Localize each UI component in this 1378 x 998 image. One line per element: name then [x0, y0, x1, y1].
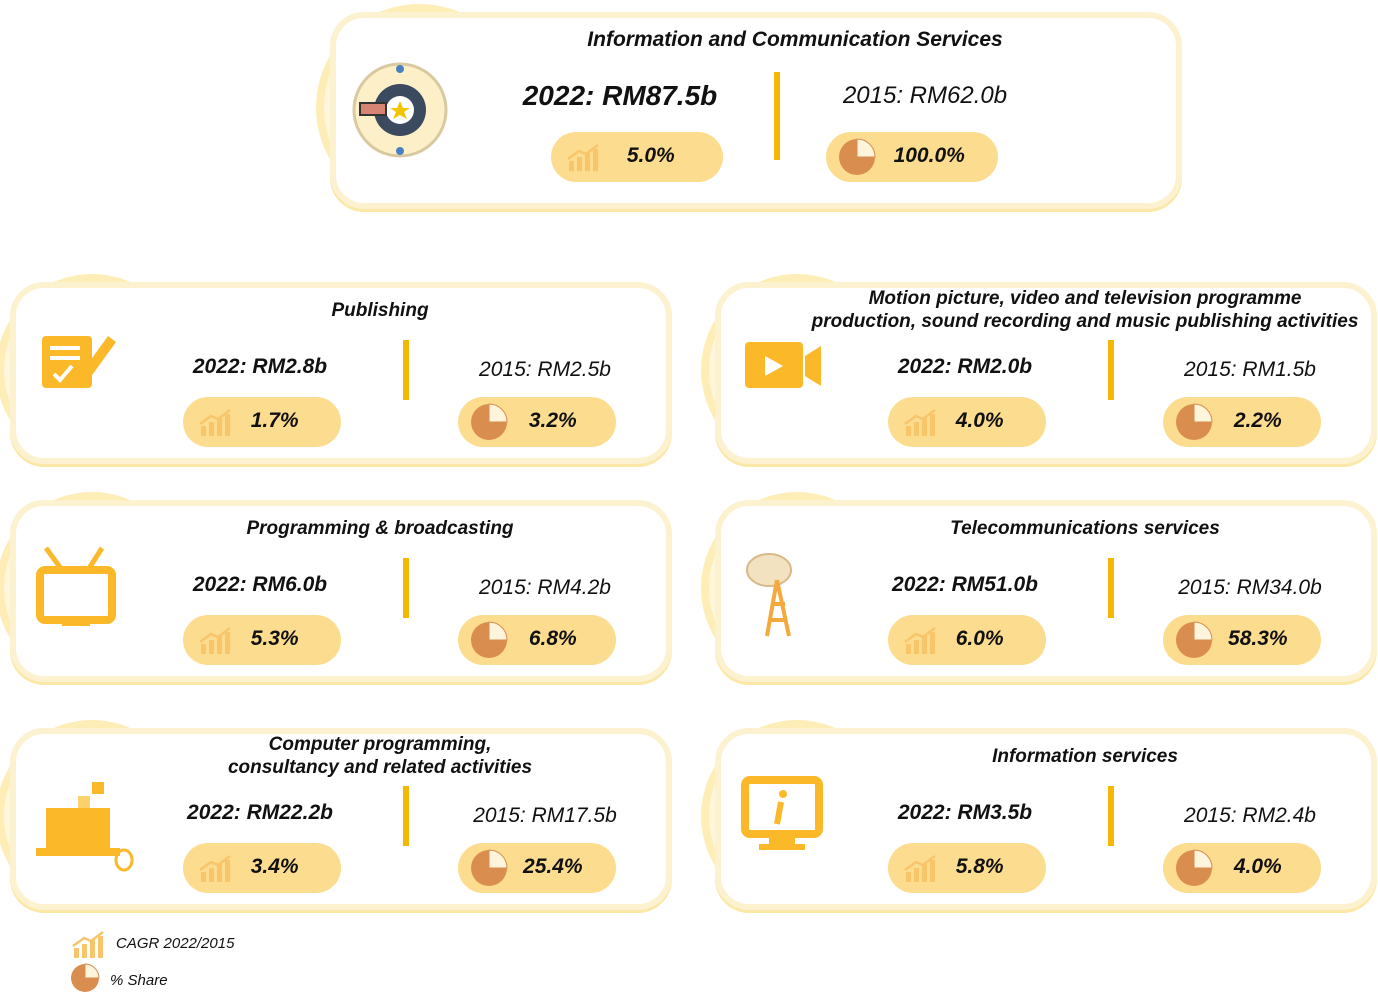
sector-icon	[32, 322, 142, 432]
share-icon-svg	[1175, 849, 1213, 887]
value-2015: 2015: RM2.5b	[479, 358, 611, 382]
cagr-value: 6.0%	[956, 627, 1004, 651]
cagr-value: 5.8%	[956, 855, 1004, 879]
cagr-icon-svg	[904, 854, 938, 882]
card-title: production, sound recording and music pu…	[812, 311, 1359, 333]
sector-icon	[32, 540, 142, 650]
divider	[1108, 340, 1114, 400]
share-icon-svg	[1175, 621, 1213, 659]
sector-icon-svg	[32, 322, 142, 432]
cagr-icon	[904, 408, 938, 436]
cagr-icon	[904, 854, 938, 882]
share-icon-svg	[470, 849, 508, 887]
share-value: 25.4%	[523, 855, 583, 879]
value-2022: 2022: RM51.0b	[892, 573, 1038, 597]
cagr-icon-svg	[199, 854, 233, 882]
divider	[403, 786, 409, 846]
value-2022: 2022: RM3.5b	[898, 801, 1032, 825]
card-title: Information and Communication Services	[587, 28, 1002, 52]
cagr-icon-svg	[567, 143, 601, 171]
value-2022: 2022: RM2.8b	[193, 355, 327, 379]
share-value: 6.8%	[529, 627, 577, 651]
share-icon	[470, 621, 508, 659]
share-icon	[470, 403, 508, 441]
main-icon	[330, 55, 470, 165]
cagr-value: 4.0%	[956, 409, 1004, 433]
share-value: 3.2%	[529, 409, 577, 433]
divider	[403, 558, 409, 618]
value-2015: 2015: RM17.5b	[473, 804, 617, 828]
card-title: consultancy and related activities	[228, 757, 532, 779]
cagr-icon	[567, 143, 601, 171]
share-value: 100.0%	[894, 144, 965, 168]
cagr-icon-svg	[199, 626, 233, 654]
legend-cagr: CAGR 2022/2015	[116, 935, 234, 952]
card-title: Publishing	[331, 300, 428, 322]
value-2015: 2015: RM62.0b	[843, 82, 1007, 110]
card-title: Motion picture, video and television pro…	[869, 288, 1302, 310]
main-icon-svg	[330, 55, 470, 165]
share-icon-svg	[838, 138, 876, 176]
sector-icon	[32, 768, 142, 878]
share-icon-svg	[1175, 403, 1213, 441]
value-2015: 2015: RM34.0b	[1178, 576, 1322, 600]
sector-icon	[737, 322, 847, 432]
divider	[403, 340, 409, 400]
divider	[1108, 786, 1114, 846]
share-icon	[470, 849, 508, 887]
sector-icon-svg	[737, 768, 847, 878]
share-value: 4.0%	[1234, 855, 1282, 879]
cagr-icon	[199, 854, 233, 882]
cagr-value: 1.7%	[251, 409, 299, 433]
card-title: Programming & broadcasting	[246, 518, 513, 540]
cagr-icon	[72, 930, 106, 958]
value-2015: 2015: RM4.2b	[479, 576, 611, 600]
share-icon	[1175, 849, 1213, 887]
value-2022: 2022: RM6.0b	[193, 573, 327, 597]
page: {"main": {"title": ["Information and Com…	[0, 0, 1378, 988]
share-icon	[70, 963, 100, 993]
sector-icon	[737, 768, 847, 878]
sector-icon-svg	[32, 540, 142, 650]
share-icon-svg	[70, 963, 100, 993]
share-icon-svg	[470, 621, 508, 659]
value-2015: 2015: RM2.4b	[1184, 804, 1316, 828]
cagr-icon-svg	[72, 930, 106, 958]
share-value: 2.2%	[1234, 409, 1282, 433]
value-2015: 2015: RM1.5b	[1184, 358, 1316, 382]
card-title: Computer programming,	[269, 734, 492, 756]
divider	[1108, 558, 1114, 618]
sector-icon	[737, 540, 847, 650]
cagr-icon	[199, 626, 233, 654]
cagr-value: 5.0%	[627, 144, 675, 168]
sector-icon-svg	[32, 768, 142, 878]
value-2022: 2022: RM87.5b	[523, 80, 718, 112]
share-icon-svg	[470, 403, 508, 441]
legend-share: % Share	[110, 972, 168, 989]
sector-icon-svg	[737, 540, 847, 650]
cagr-value: 3.4%	[251, 855, 299, 879]
divider	[774, 72, 780, 160]
cagr-icon-svg	[904, 408, 938, 436]
share-icon	[838, 138, 876, 176]
share-value: 58.3%	[1228, 627, 1288, 651]
share-icon	[1175, 621, 1213, 659]
cagr-value: 5.3%	[251, 627, 299, 651]
value-2022: 2022: RM22.2b	[187, 801, 333, 825]
cagr-icon	[199, 408, 233, 436]
cagr-icon-svg	[904, 626, 938, 654]
value-2022: 2022: RM2.0b	[898, 355, 1032, 379]
card-title: Information services	[992, 746, 1178, 768]
card-title: Telecommunications services	[950, 518, 1220, 540]
cagr-icon	[904, 626, 938, 654]
cagr-icon-svg	[199, 408, 233, 436]
sector-icon-svg	[737, 322, 847, 432]
share-icon	[1175, 403, 1213, 441]
